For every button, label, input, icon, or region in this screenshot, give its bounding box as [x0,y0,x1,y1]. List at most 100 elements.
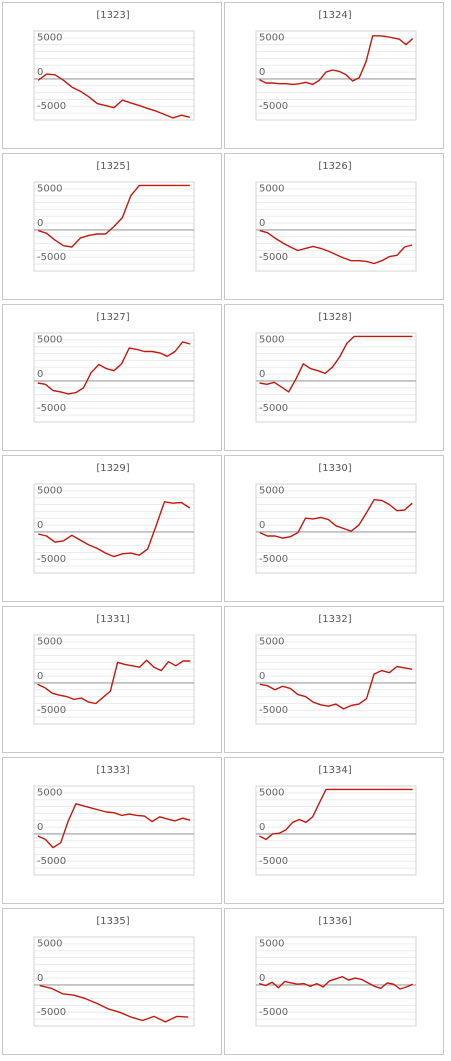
y-tick-label: 5000 [37,184,62,195]
line-chart: [1333] 5000 0 -5000 [33,765,195,876]
y-tick-label: 5000 [259,184,284,195]
plot-frame [255,936,417,1027]
series-line [37,73,190,119]
series-line [259,499,413,539]
plot-frame [255,483,417,574]
chart-panel: [1323] 5000 0 -5000 [2,2,222,149]
y-tick-label: -5000 [37,705,66,716]
chart-panel: [1326] 5000 0 -5000 [224,153,444,300]
chart-title: [1334] [318,765,351,776]
y-tick-label: 0 [37,822,43,833]
chart-title: [1335] [96,916,129,927]
y-tick-label: -5000 [259,1007,288,1018]
y-tick-label: 0 [259,218,265,229]
y-tick-label: -5000 [37,1007,66,1018]
y-tick-label: 0 [37,520,43,531]
y-tick-label: 0 [259,67,265,78]
y-tick-label: 0 [37,67,43,78]
y-tick-label: 5000 [37,788,62,799]
plot-frame [33,181,195,272]
y-tick-label: 5000 [259,33,284,44]
series-line [258,975,414,990]
y-tick-label: 0 [259,973,265,984]
chart-panel: [1333] 5000 0 -5000 [2,757,222,904]
y-tick-label: -5000 [37,856,66,867]
plot-frame [255,785,417,876]
y-tick-label: -5000 [259,101,288,112]
chart-panel: [1335] 5000 0 -5000 [2,908,222,1055]
line-chart: [1330] 5000 0 -5000 [255,463,417,574]
y-tick-label: -5000 [259,252,288,263]
line-chart: [1327] 5000 0 -5000 [33,312,195,423]
plot-frame [255,181,417,272]
chart-title: [1323] [96,10,129,21]
chart-title: [1329] [96,463,129,474]
chart-panel: [1331] 5000 0 -5000 [2,606,222,753]
line-chart: [1336] 5000 0 -5000 [255,916,417,1027]
plot-frame [33,30,195,121]
chart-panel: [1336] 5000 0 -5000 [224,908,444,1055]
series-line [258,788,413,841]
chart-title: [1336] [318,916,351,927]
plot-frame [255,30,417,121]
y-tick-label: -5000 [259,403,288,414]
chart-title: [1327] [96,312,129,323]
chart-title: [1332] [318,614,351,625]
y-tick-label: 5000 [259,335,284,346]
chart-title: [1331] [96,614,129,625]
plot-frame [255,634,417,725]
y-tick-label: 5000 [259,486,284,497]
line-chart: [1334] 5000 0 -5000 [255,765,417,876]
chart-panel: [1324] 5000 0 -5000 [224,2,444,149]
chart-panel: [1332] 5000 0 -5000 [224,606,444,753]
series-line [259,229,413,265]
series-line [39,984,189,1023]
chart-panel: [1334] 5000 0 -5000 [224,757,444,904]
y-tick-label: 5000 [37,939,62,950]
plot-frame [255,332,417,423]
y-tick-label: 0 [259,520,265,531]
series-line [259,335,413,393]
y-tick-label: 0 [37,369,43,380]
y-tick-label: -5000 [259,705,288,716]
y-tick-label: -5000 [37,403,66,414]
y-tick-label: -5000 [37,554,66,565]
chart-panel: [1330] 5000 0 -5000 [224,455,444,602]
chart-panel: [1325] 5000 0 -5000 [2,153,222,300]
y-tick-label: 5000 [37,637,62,648]
series-line [37,659,191,705]
chart-title: [1330] [318,463,351,474]
plot-frame [33,634,195,725]
y-tick-label: 0 [259,671,265,682]
y-tick-label: -5000 [37,252,66,263]
series-line [37,803,191,849]
y-tick-label: 5000 [259,939,284,950]
line-chart: [1326] 5000 0 -5000 [255,161,417,272]
chart-title: [1328] [318,312,351,323]
chart-panel: [1327] 5000 0 -5000 [2,304,222,451]
y-tick-label: -5000 [37,101,66,112]
series-line [258,35,414,86]
line-chart: [1331] 5000 0 -5000 [33,614,195,725]
y-tick-label: 0 [37,973,43,984]
chart-title: [1333] [96,765,129,776]
plot-frame [33,936,195,1027]
line-chart: [1329] 5000 0 -5000 [33,463,195,574]
chart-panel: [1329] 5000 0 -5000 [2,455,222,602]
chart-title: [1326] [318,161,351,172]
chart-title: [1325] [96,161,129,172]
line-chart: [1324] 5000 0 -5000 [255,10,417,121]
y-tick-label: 5000 [259,637,284,648]
y-tick-label: -5000 [259,554,288,565]
y-tick-label: 5000 [37,486,62,497]
plot-frame [33,332,195,423]
series-line [38,501,191,558]
chart-panel: [1328] 5000 0 -5000 [224,304,444,451]
y-tick-label: 5000 [259,788,284,799]
y-tick-label: 5000 [37,335,62,346]
y-tick-label: 0 [259,369,265,380]
y-tick-label: 0 [259,822,265,833]
line-chart: [1332] 5000 0 -5000 [255,614,417,725]
y-tick-label: 5000 [37,33,62,44]
